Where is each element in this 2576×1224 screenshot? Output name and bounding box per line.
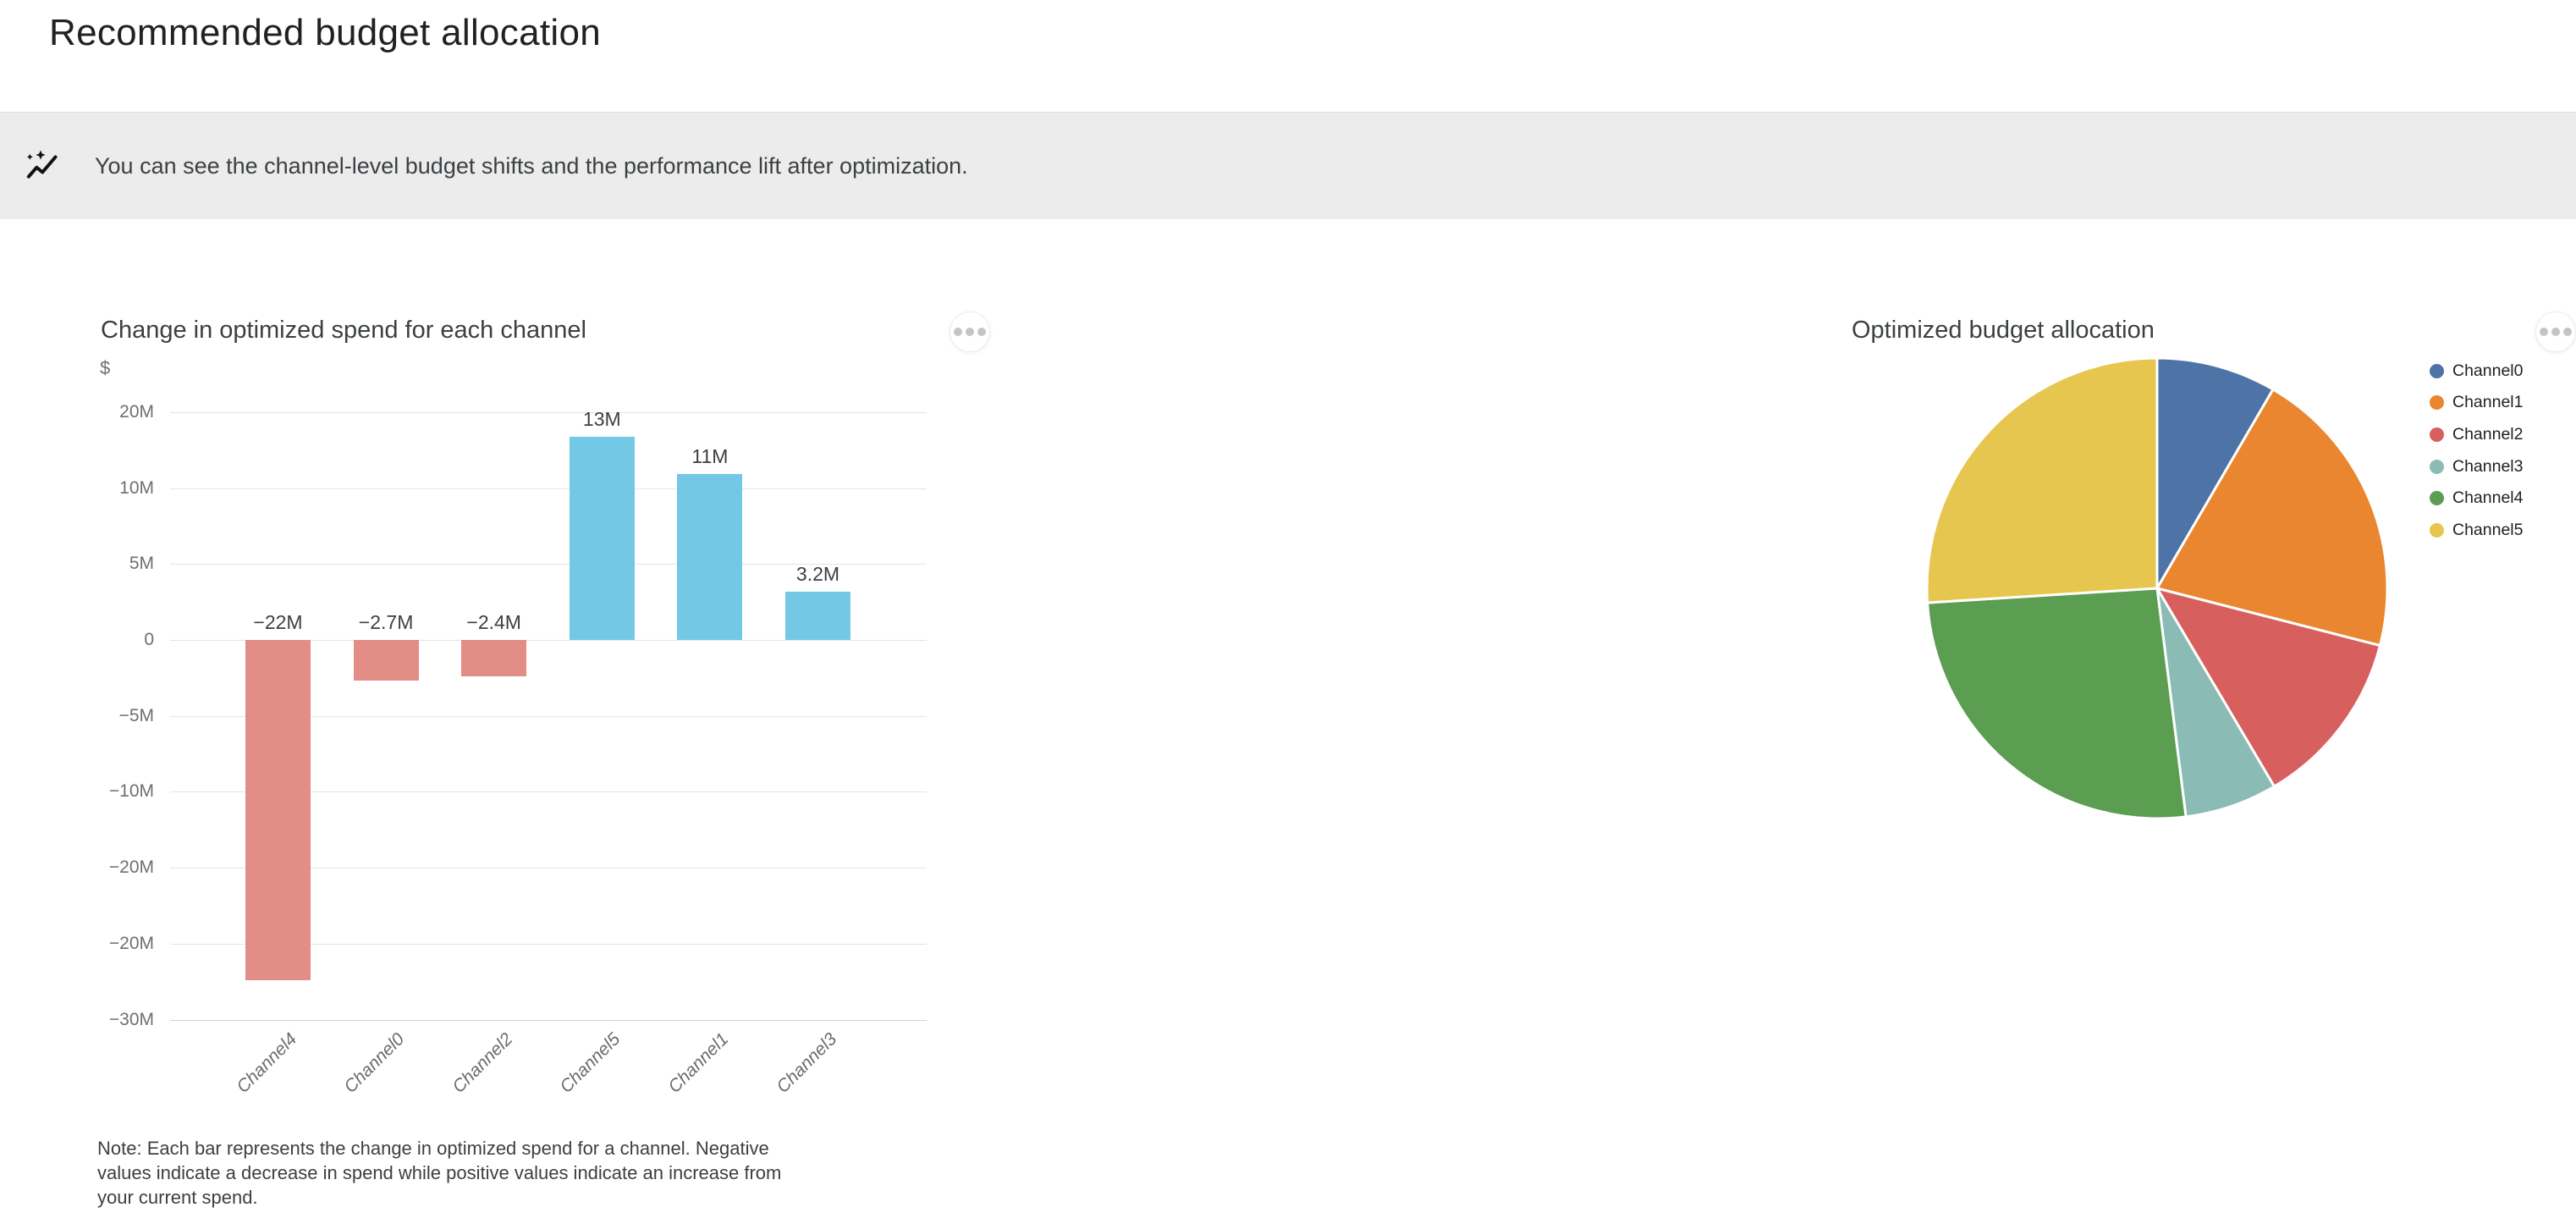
x-tick-label: Channel4 bbox=[232, 1029, 300, 1097]
legend-label: Channel1 bbox=[2452, 393, 2524, 412]
legend-swatch bbox=[2430, 427, 2444, 442]
y-tick-label: −20M bbox=[108, 857, 154, 878]
bar-channel5[interactable] bbox=[569, 436, 635, 640]
insight-banner: You can see the channel-level budget shi… bbox=[0, 112, 2576, 219]
legend-item-channel0: Channel0 bbox=[2430, 360, 2523, 382]
legend-item-channel4: Channel4 bbox=[2430, 488, 2523, 510]
bar-value-label: 3.2M bbox=[795, 562, 840, 585]
bar-channel1[interactable] bbox=[677, 474, 743, 640]
chart-note-line: values indicate a decrease in spend whil… bbox=[97, 1162, 782, 1183]
y-tick-label: 20M bbox=[119, 401, 154, 422]
legend-label: Channel5 bbox=[2452, 521, 2524, 539]
legend-item-channel2: Channel2 bbox=[2430, 423, 2523, 445]
bar-value-label: −22M bbox=[253, 611, 303, 633]
bar-channel3[interactable] bbox=[785, 591, 850, 640]
x-tick-label: Channel5 bbox=[556, 1029, 625, 1097]
legend-label: Channel4 bbox=[2452, 488, 2524, 508]
y-tick-label: −5M bbox=[118, 705, 154, 725]
y-tick-label: 0 bbox=[144, 630, 154, 649]
y-tick-label: −10M bbox=[108, 781, 154, 802]
pie-slice-channel4[interactable] bbox=[1926, 587, 2188, 820]
insight-text: You can see the channel-level budget shi… bbox=[95, 152, 968, 179]
pie-chart-menu-button[interactable] bbox=[2535, 312, 2576, 352]
gridline bbox=[170, 943, 927, 945]
page-title: Recommended budget allocation bbox=[49, 12, 602, 53]
bar-channel4[interactable] bbox=[245, 640, 311, 980]
y-tick-label: 10M bbox=[119, 477, 154, 498]
pie-slice-channel5[interactable] bbox=[1925, 356, 2159, 604]
y-tick-label: −30M bbox=[108, 1009, 154, 1029]
gridline bbox=[170, 564, 927, 565]
bar-value-label: 11M bbox=[691, 445, 729, 468]
insights-icon bbox=[26, 150, 58, 179]
pie-chart bbox=[1925, 356, 2389, 820]
more-options-icon bbox=[953, 327, 963, 337]
legend-label: Channel2 bbox=[2452, 424, 2524, 444]
pie-chart-title: Optimized budget allocation bbox=[1852, 317, 2155, 344]
bar-chart-menu-button[interactable] bbox=[949, 312, 990, 352]
gridline bbox=[170, 411, 927, 413]
x-tick-label: Channel2 bbox=[449, 1029, 516, 1097]
bar-value-label: −2.4M bbox=[466, 611, 521, 633]
legend-swatch bbox=[2430, 363, 2444, 378]
chart-note-line: Note: Each bar represents the change in … bbox=[97, 1138, 769, 1159]
gridline bbox=[170, 1019, 927, 1021]
more-options-icon bbox=[2539, 327, 2549, 337]
gridline bbox=[170, 791, 927, 793]
gridline bbox=[170, 715, 927, 717]
pie-slice-channel0[interactable] bbox=[2155, 356, 2275, 590]
chart-note: Note: Each bar represents the change in … bbox=[97, 1136, 781, 1210]
bar-value-label: 13M bbox=[582, 407, 621, 430]
gridline bbox=[170, 488, 927, 489]
bar-channel0[interactable] bbox=[353, 640, 419, 681]
bar-channel2[interactable] bbox=[461, 640, 527, 677]
y-tick-label: −20M bbox=[108, 933, 154, 953]
legend-item-channel3: Channel3 bbox=[2430, 455, 2523, 477]
legend-swatch bbox=[2430, 491, 2444, 506]
gridline bbox=[170, 640, 927, 641]
pie-slice-channel3[interactable] bbox=[2155, 587, 2276, 819]
bar-value-label: −2.7M bbox=[358, 611, 414, 633]
legend-swatch bbox=[2430, 395, 2444, 411]
legend-label: Channel3 bbox=[2452, 456, 2524, 476]
pie-slice-channel2[interactable] bbox=[2155, 587, 2381, 788]
pie-slice-channel1[interactable] bbox=[2155, 388, 2389, 648]
y-tick-label: 5M bbox=[129, 554, 154, 574]
bar-chart-title: Change in optimized spend for each chann… bbox=[101, 317, 586, 344]
chart-note-line: your current spend. bbox=[97, 1187, 258, 1208]
legend-swatch bbox=[2430, 523, 2444, 538]
legend-label: Channel0 bbox=[2452, 361, 2524, 380]
x-tick-label: Channel1 bbox=[664, 1029, 733, 1097]
legend-item-channel1: Channel1 bbox=[2430, 392, 2523, 414]
y-axis-unit-label: $ bbox=[100, 357, 111, 378]
x-tick-label: Channel0 bbox=[340, 1029, 409, 1097]
x-tick-label: Channel3 bbox=[772, 1029, 840, 1097]
legend-item-channel5: Channel5 bbox=[2430, 520, 2523, 542]
legend-swatch bbox=[2430, 459, 2444, 474]
